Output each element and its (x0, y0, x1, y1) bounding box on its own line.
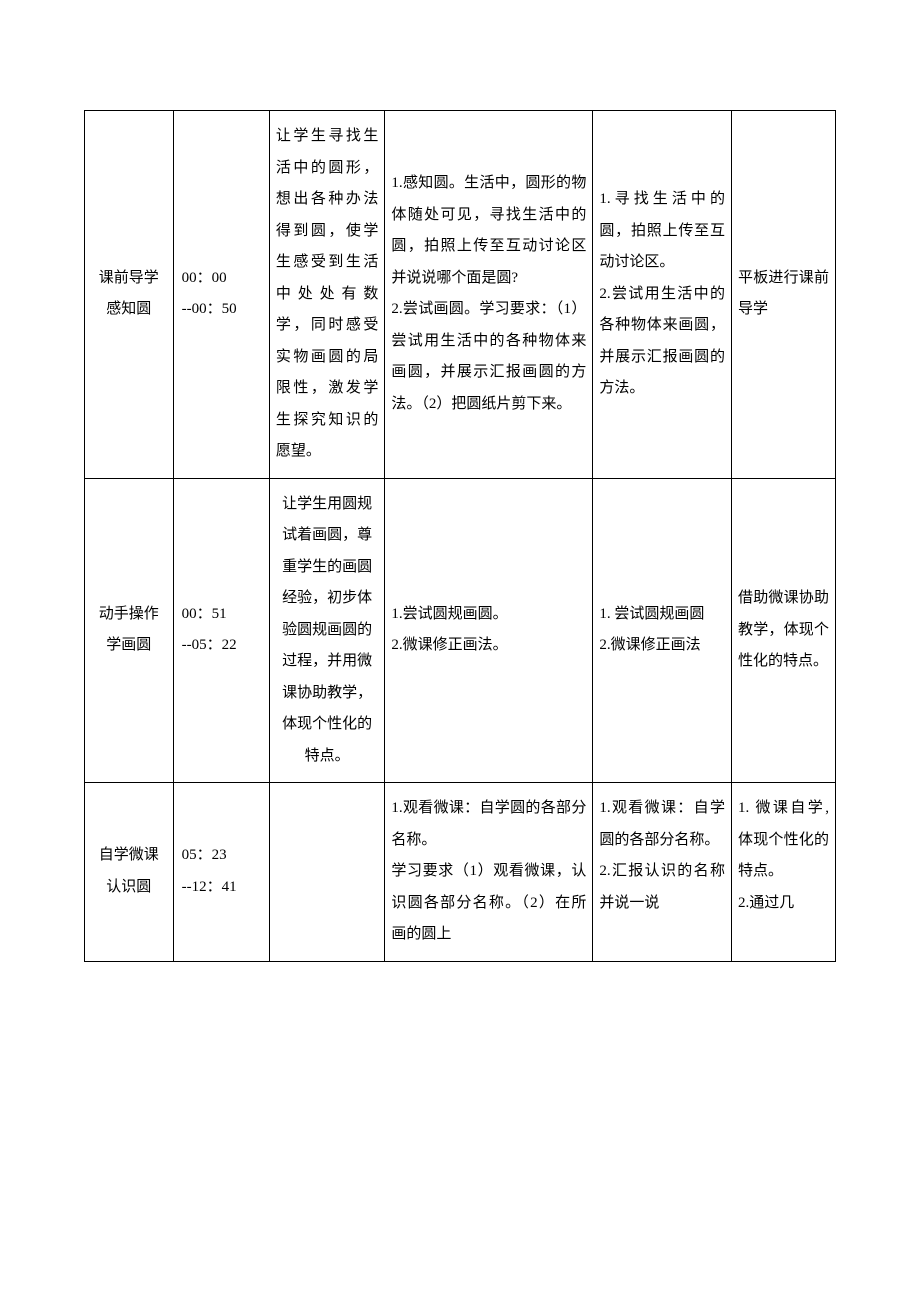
cell-note: 1. 微课自学,体现个性化的特点。2.通过几 (732, 783, 836, 962)
cell-teacher: 1.观看微课：自学圆的各部分名称。学习要求（1）观看微课，认识圆各部分名称。（2… (385, 783, 593, 962)
teacher-text: 1.感知圆。生活中，圆形的物体随处可见，寻找生活中的圆，拍照上传至互动讨论区并说… (391, 175, 586, 412)
student-text: 1. 尝试圆规画圆2.微课修正画法 (599, 606, 704, 654)
cell-stage: 自学微课认识圆 (85, 783, 174, 962)
student-text: 1.观看微课：自学圆的各部分名称。2.汇报认识的名称并说一说 (599, 800, 725, 911)
cell-intent: 让学生寻找生活中的圆形，想出各种办法得到圆，使学生感受到生活中处处有数学，同时感… (269, 111, 385, 479)
stage-text: 课前导学感知圆 (99, 270, 159, 318)
cell-student: 1. 尝试圆规画圆2.微课修正画法 (593, 478, 732, 783)
time-text: 00：00--00：50 (182, 270, 237, 318)
teacher-text: 1.观看微课：自学圆的各部分名称。学习要求（1）观看微课，认识圆各部分名称。（2… (391, 800, 586, 942)
student-text: 1.寻找生活中的圆，拍照上传至互动讨论区。2.尝试用生活中的各种物体来画圆，并展… (599, 191, 725, 396)
teacher-text: 1.尝试圆规画圆。2.微课修正画法。 (391, 606, 507, 654)
time-text: 05：23--12：41 (182, 847, 237, 895)
note-text: 借助微课协助教学，体现个性化的特点。 (738, 590, 829, 669)
intent-text: 让学生用圆规试着画圆，尊重学生的画圆经验，初步体验圆规画圆的过程，并用微课协助教… (282, 496, 372, 764)
cell-teacher: 1.感知圆。生活中，圆形的物体随处可见，寻找生活中的圆，拍照上传至互动讨论区并说… (385, 111, 593, 479)
cell-teacher: 1.尝试圆规画圆。2.微课修正画法。 (385, 478, 593, 783)
cell-note: 平板进行课前导学 (732, 111, 836, 479)
note-text: 1. 微课自学,体现个性化的特点。2.通过几 (738, 800, 829, 911)
cell-time: 00：00--00：50 (173, 111, 269, 479)
cell-intent: 让学生用圆规试着画圆，尊重学生的画圆经验，初步体验圆规画圆的过程，并用微课协助教… (269, 478, 385, 783)
stage-text: 动手操作学画圆 (99, 606, 159, 654)
lesson-plan-table: 课前导学感知圆 00：00--00：50 让学生寻找生活中的圆形，想出各种办法得… (84, 110, 836, 962)
cell-time: 00：51--05：22 (173, 478, 269, 783)
time-text: 00：51--05：22 (182, 606, 237, 654)
cell-note: 借助微课协助教学，体现个性化的特点。 (732, 478, 836, 783)
cell-stage: 课前导学感知圆 (85, 111, 174, 479)
table-row: 动手操作学画圆 00：51--05：22 让学生用圆规试着画圆，尊重学生的画圆经… (85, 478, 836, 783)
intent-text: 让学生寻找生活中的圆形，想出各种办法得到圆，使学生感受到生活中处处有数学，同时感… (276, 128, 379, 459)
cell-student: 1.寻找生活中的圆，拍照上传至互动讨论区。2.尝试用生活中的各种物体来画圆，并展… (593, 111, 732, 479)
cell-student: 1.观看微课：自学圆的各部分名称。2.汇报认识的名称并说一说 (593, 783, 732, 962)
stage-text: 自学微课认识圆 (99, 847, 159, 895)
cell-intent (269, 783, 385, 962)
table-row: 课前导学感知圆 00：00--00：50 让学生寻找生活中的圆形，想出各种办法得… (85, 111, 836, 479)
note-text: 平板进行课前导学 (738, 270, 829, 318)
document-page: 课前导学感知圆 00：00--00：50 让学生寻找生活中的圆形，想出各种办法得… (0, 0, 920, 1302)
table-row: 自学微课认识圆 05：23--12：41 1.观看微课：自学圆的各部分名称。学习… (85, 783, 836, 962)
cell-time: 05：23--12：41 (173, 783, 269, 962)
cell-stage: 动手操作学画圆 (85, 478, 174, 783)
